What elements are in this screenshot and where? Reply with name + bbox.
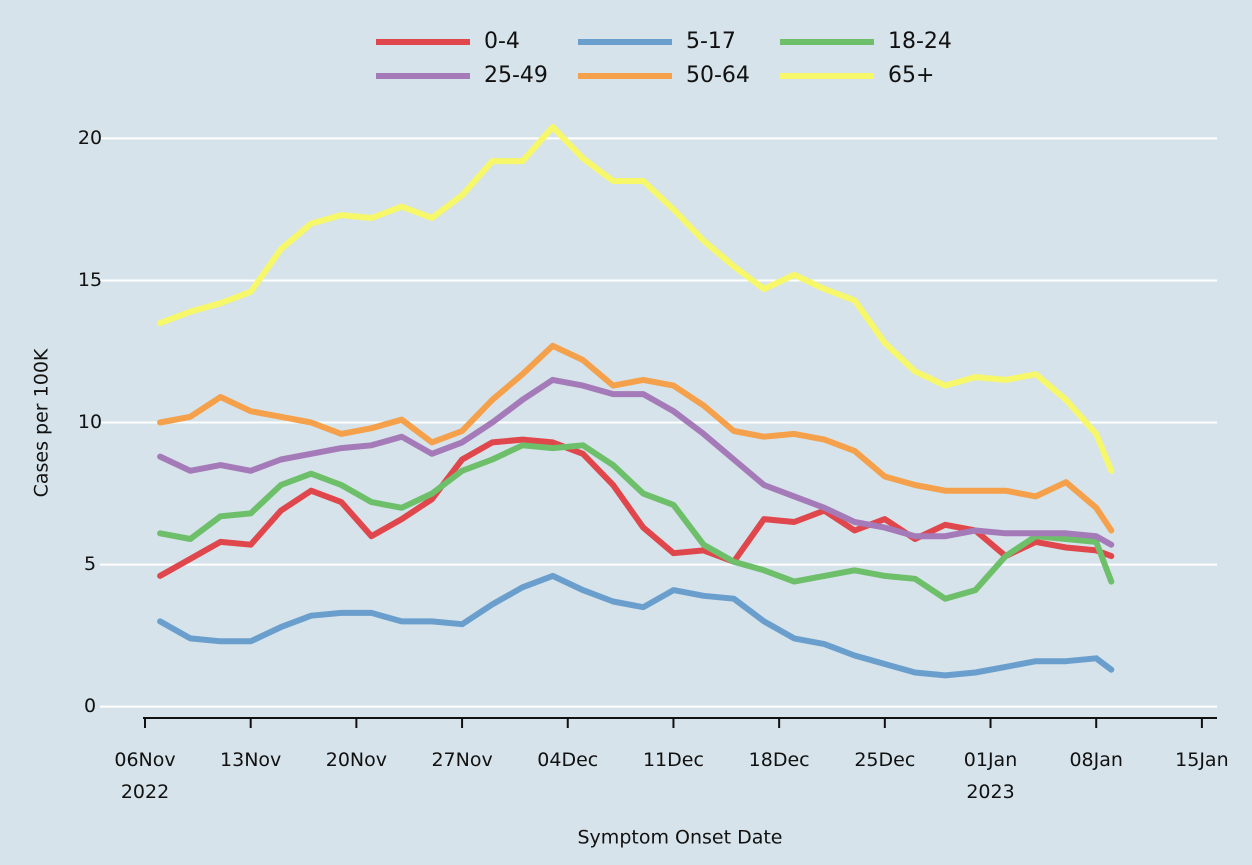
legend-label: 25-49 (484, 63, 548, 88)
y-tick-label: 20 (78, 127, 102, 149)
series-line (157, 572, 1115, 679)
series-line (157, 442, 1115, 602)
y-tick-label: 5 (84, 553, 96, 575)
x-tick-label: 04Dec (537, 749, 598, 771)
series-line (157, 124, 1115, 474)
x-axis-label: Symptom Onset Date (578, 827, 783, 849)
x-tick-label: 18Dec (749, 749, 810, 771)
x-tick-label: 08Jan (1069, 749, 1122, 771)
series-line (157, 342, 1115, 534)
x-tick-label: 20Nov (326, 749, 387, 771)
series-line (157, 376, 1115, 548)
x-tick-label: 06Nov 2022 (114, 749, 175, 803)
legend-label: 5-17 (686, 29, 736, 54)
series-line (157, 436, 1115, 579)
legend-label: 65+ (888, 63, 934, 88)
x-tick-label: 13Nov (220, 749, 281, 771)
y-tick-label: 0 (84, 695, 96, 717)
y-tick-label: 15 (78, 269, 102, 291)
y-axis-label: Cases per 100K (31, 348, 53, 497)
y-tick-label: 10 (78, 411, 102, 433)
x-tick-label: 01Jan 2023 (964, 749, 1017, 803)
x-tick-label: 27Nov (431, 749, 492, 771)
legend-label: 18-24 (888, 29, 952, 54)
legend-label: 0-4 (484, 29, 520, 54)
x-tick-label: 25Dec (854, 749, 915, 771)
legend-label: 50-64 (686, 63, 750, 88)
x-tick-label: 11Dec (643, 749, 704, 771)
x-tick-label: 15Jan (1175, 749, 1228, 771)
